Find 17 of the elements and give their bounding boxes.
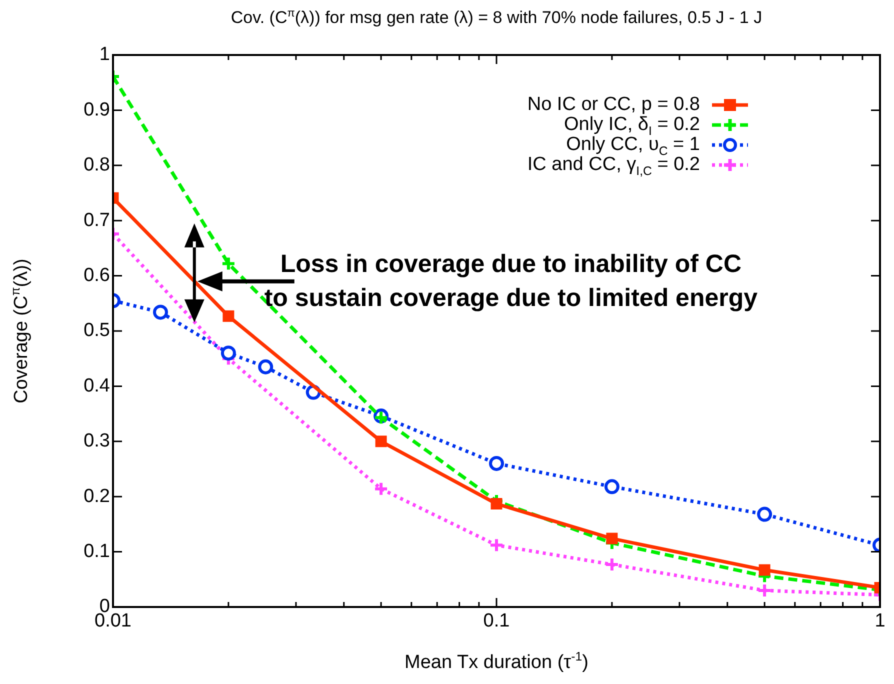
chart-title: Cov. (C$^{π}$(λ)) for msg gen rate (λ) = 8 with 70% node failures, 0.5 J - 1 J	[230, 7, 764, 28]
y-tick-label: 0.5	[84, 320, 110, 342]
x-tick-label: 1	[874, 610, 886, 632]
y-tick-label: 0.3	[84, 430, 110, 452]
y-tick-label: 0.2	[84, 486, 110, 507]
y-tick-label: 1	[99, 44, 110, 66]
y-tick-label: 0.1	[84, 541, 110, 562]
x-tick-label: 0.1	[483, 610, 510, 632]
y-tick-label: 0.4	[84, 375, 110, 396]
y-tick-label: 0.7	[84, 210, 110, 231]
legend-label: No IC or CC, p = 0.8	[527, 94, 700, 116]
y-tick-label: 0.8	[84, 154, 110, 176]
y-tick-label: 0.6	[84, 265, 110, 286]
annotation: Loss in coverage due to inability of CC to sustain coverage due to limited energy	[264, 249, 758, 314]
y-tick-label: 0.9	[84, 99, 110, 120]
x-axis-title: Mean Tx duration (τ$^{-1}$)	[404, 650, 590, 674]
legend-label: IC and CC, γ$_{I,C}$ = 0.2	[527, 154, 700, 178]
